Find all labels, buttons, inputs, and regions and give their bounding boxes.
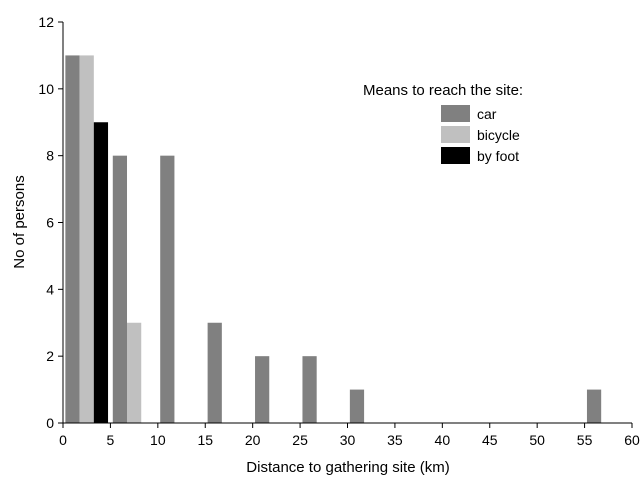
x-tick-label-11: 55 [577, 432, 593, 448]
x-tick-label-6: 30 [340, 432, 356, 448]
legend-title: Means to reach the site: [363, 82, 523, 99]
y-axis-title: No of persons [11, 175, 28, 268]
bar-car-5 [302, 356, 317, 423]
bars-group [65, 55, 602, 424]
x-tick-label-0: 0 [59, 432, 67, 448]
x-tick-label-12: 60 [624, 432, 640, 448]
legend-label-bicycle: bicycle [477, 127, 520, 143]
y-tick-label-5: 10 [38, 81, 54, 97]
x-tick-label-8: 40 [435, 432, 451, 448]
x-tick-label-5: 25 [292, 432, 308, 448]
y-tick-label-4: 8 [46, 148, 54, 164]
x-tick-label-1: 5 [107, 432, 115, 448]
bar-car-2 [160, 155, 175, 423]
x-ticks-group: 0 5 10 15 20 25 30 35 40 45 50 55 60 [59, 423, 640, 448]
bar-car-6 [349, 389, 365, 423]
y-ticks-group: 0 2 4 6 8 10 12 [38, 14, 63, 431]
bar-bicycle-0 [79, 55, 94, 424]
legend: Means to reach the site: car bicycle by fo… [363, 82, 523, 164]
bar-car-0 [65, 55, 80, 424]
axes-group [62, 22, 632, 424]
y-tick-label-6: 12 [38, 14, 54, 30]
y-tick-label-3: 6 [46, 215, 54, 231]
legend-label-by-foot: by foot [477, 148, 519, 164]
y-tick-label-1: 2 [46, 348, 54, 364]
x-tick-label-10: 50 [529, 432, 545, 448]
legend-swatch-car [441, 105, 470, 122]
bar-car-3 [207, 322, 222, 423]
y-tick-label-2: 4 [46, 281, 54, 297]
bar-car-4 [255, 356, 270, 423]
legend-label-car: car [477, 106, 497, 122]
x-tick-label-9: 45 [482, 432, 498, 448]
bar-car-7 [586, 389, 602, 423]
y-tick-label-0: 0 [46, 415, 54, 431]
x-tick-label-2: 10 [150, 432, 166, 448]
legend-swatch-bicycle [441, 126, 470, 143]
x-tick-label-7: 35 [387, 432, 403, 448]
x-tick-label-3: 15 [197, 432, 213, 448]
bar-bicycle-1 [127, 322, 142, 423]
x-axis-title: Distance to gathering site (km) [246, 459, 449, 476]
bar-by-foot-0 [93, 122, 109, 423]
bar-car-1 [112, 155, 128, 423]
x-tick-label-4: 20 [245, 432, 261, 448]
legend-swatch-by-foot [441, 147, 470, 164]
